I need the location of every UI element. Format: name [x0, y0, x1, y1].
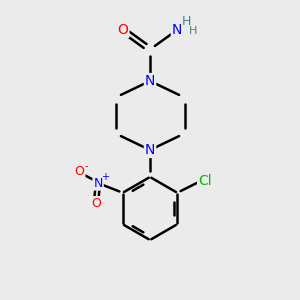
Text: H: H: [188, 26, 197, 37]
Text: N: N: [93, 177, 103, 190]
Text: +: +: [101, 172, 109, 182]
Text: N: N: [172, 23, 182, 37]
Text: -: -: [84, 161, 88, 171]
Text: H: H: [181, 15, 191, 28]
Text: O: O: [75, 165, 85, 178]
Text: O: O: [118, 23, 128, 37]
Text: Cl: Cl: [198, 174, 212, 188]
Text: N: N: [145, 143, 155, 157]
Text: N: N: [145, 74, 155, 88]
Text: O: O: [91, 197, 101, 210]
